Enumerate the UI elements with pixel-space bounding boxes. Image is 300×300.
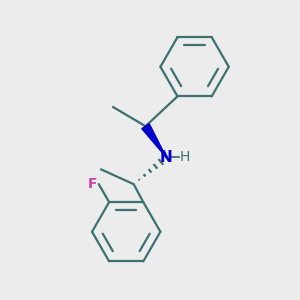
Text: F: F xyxy=(88,177,97,191)
Text: H: H xyxy=(180,150,190,164)
Text: N: N xyxy=(160,150,173,165)
Polygon shape xyxy=(142,124,166,158)
